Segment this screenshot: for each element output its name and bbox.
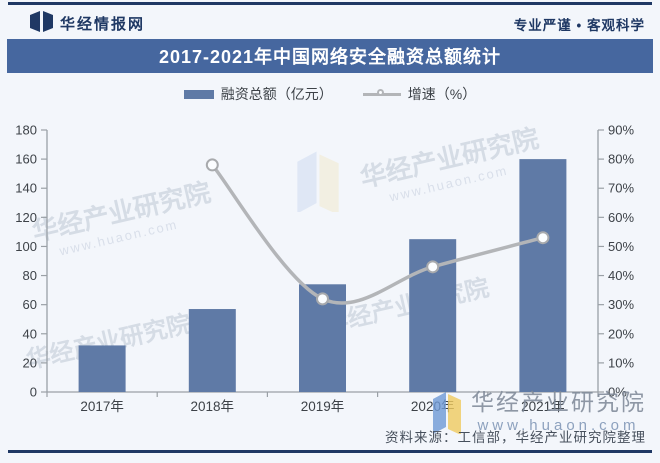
- y-right-label: 50%: [608, 239, 634, 254]
- y-left-label: 40: [23, 326, 37, 341]
- x-label: 2017年: [80, 399, 124, 414]
- growth-marker: [205, 158, 219, 172]
- bar-2018年: [188, 309, 236, 392]
- bar-2021年: [519, 159, 567, 392]
- y-right-label: 30%: [608, 297, 634, 312]
- header-slogan: 专业严谨 • 客观科学: [513, 18, 645, 33]
- bottom-border-line: [8, 450, 652, 453]
- header: 华经情报网 专业严谨 • 客观科学: [0, 8, 660, 38]
- y-left-label: 160: [15, 152, 37, 167]
- bar-legend-label: 融资总额（亿元）: [220, 86, 333, 102]
- legend: 融资总额（亿元） 增速（%）: [0, 84, 660, 104]
- growth-marker: [316, 292, 329, 306]
- y-left-label: 140: [15, 181, 37, 196]
- y-left-label: 60: [23, 297, 37, 312]
- y-right-label: 10%: [608, 355, 634, 370]
- y-right-label: 40%: [608, 268, 634, 283]
- growth-marker: [426, 260, 440, 274]
- y-left-label: 180: [15, 123, 37, 138]
- x-label: 2021年: [521, 399, 565, 414]
- y-right-label: 0%: [608, 385, 627, 400]
- line-legend-swatch-icon: [362, 88, 401, 100]
- line-legend-label: 增速（%）: [407, 86, 477, 102]
- legend-item-line: 增速（%）: [362, 84, 477, 104]
- combo-chart: 0 20 40 60 80 100 120 140 160 180 0% 10% 20% 30% 40% 50…: [15, 123, 634, 415]
- y-right-label: 80%: [608, 152, 634, 167]
- y-left-label: 80: [23, 268, 37, 283]
- brand-name: 华经情报网: [60, 16, 146, 33]
- growth-line: [210, 163, 545, 305]
- bar-2017年: [78, 345, 126, 392]
- y-right-label: 70%: [608, 181, 634, 196]
- y-left-label: 20: [23, 355, 37, 370]
- brand-logo-icon: [28, 11, 55, 32]
- legend-item-bar: 融资总额（亿元）: [183, 84, 333, 104]
- y-right-label: 20%: [608, 326, 634, 341]
- bar-legend-swatch-icon: [183, 89, 214, 99]
- growth-marker: [536, 231, 550, 245]
- source-note: 资料来源：工信部，华经产业研究院整理: [385, 430, 646, 445]
- y-right-label: 90%: [608, 123, 634, 138]
- x-label: 2020年: [411, 399, 455, 414]
- y-left-label: 120: [15, 210, 37, 225]
- top-border-line: [8, 2, 652, 5]
- x-label: 2018年: [191, 399, 235, 414]
- x-label: 2019年: [301, 399, 345, 414]
- y-left-label: 100: [15, 239, 37, 254]
- y-left-label: 0: [30, 385, 37, 400]
- y-right-label: 60%: [608, 210, 634, 225]
- chart-title-banner: 2017-2021年中国网络安全融资总额统计: [7, 39, 653, 73]
- chart-title: 2017-2021年中国网络安全融资总额统计: [158, 47, 502, 67]
